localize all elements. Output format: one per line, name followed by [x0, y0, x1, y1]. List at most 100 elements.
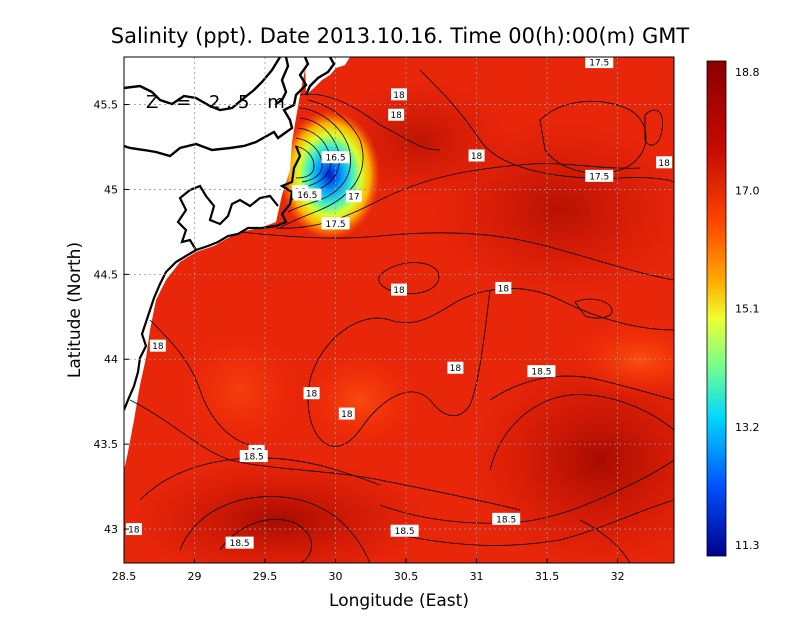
contour-line	[129, 399, 521, 511]
contour-label: 18.5	[492, 512, 521, 525]
salinity-patch	[300, 350, 420, 450]
x-tick-label: 31.5	[535, 570, 560, 583]
contour-label-box	[303, 387, 320, 400]
contour-label: 16.5	[321, 151, 350, 164]
contour-label: 17	[345, 190, 362, 203]
colorbar	[706, 60, 727, 557]
colorbar-tick-label: 17.0	[735, 184, 760, 197]
contour-label-text: 18	[390, 111, 402, 121]
salinity-patch	[130, 460, 430, 563]
contour-line	[579, 519, 631, 563]
y-tick-label: 43	[104, 523, 118, 536]
salinity-patch	[570, 320, 674, 400]
contour-label: 17.5	[321, 217, 350, 230]
x-tick-label: 30.5	[394, 570, 419, 583]
contour-label-text: 18	[658, 159, 670, 169]
contour-label: 18	[125, 523, 142, 536]
coastline	[304, 57, 336, 96]
contour-label-text: 18.5	[531, 368, 551, 378]
contour-line	[287, 107, 351, 213]
contour-label: 18	[338, 407, 355, 420]
y-tick-label: 43.5	[94, 438, 119, 451]
contour-line	[279, 99, 364, 229]
contour-label-box	[585, 169, 614, 182]
grid-lines	[124, 57, 674, 563]
salinity-patch	[470, 350, 674, 563]
contour-line	[489, 375, 674, 401]
contour-labels: 1817.5181816.517.5161717.5181818181818.5…	[125, 56, 673, 549]
contour-label-box	[585, 56, 614, 69]
x-axis-label: Longitude (East)	[329, 591, 469, 611]
contour-label-text: 18	[393, 91, 405, 101]
contour-label: 17.5	[585, 56, 614, 69]
contour-label: 18	[391, 88, 407, 101]
contour-label-box	[321, 217, 350, 230]
contour-label-text: 17.5	[326, 220, 346, 230]
contour-label: 18	[447, 361, 464, 374]
plot-frame	[123, 56, 675, 564]
contour-label-box	[495, 281, 512, 294]
contour-label-text: 17.5	[589, 59, 609, 69]
x-tick-label: 29	[188, 570, 202, 583]
contour-label: 18.5	[225, 536, 254, 549]
contour-label-box	[293, 188, 322, 201]
contour-label-text: 17.5	[589, 172, 609, 182]
contour-label-box	[492, 512, 521, 525]
contour-label: 18	[149, 339, 166, 352]
contour-label-box	[239, 450, 268, 463]
x-tick-label: 28.5	[112, 570, 137, 583]
contour-line	[239, 231, 674, 281]
contour-label-box	[391, 88, 407, 101]
land-area	[124, 57, 305, 470]
contour-label: 18.5	[390, 524, 419, 537]
contour-line	[644, 109, 663, 146]
x-tick-label: 30	[329, 570, 343, 583]
contour-label-box	[338, 407, 355, 420]
contour-label-text: 18	[393, 286, 405, 296]
y-tick-label: 44	[104, 353, 118, 366]
contour-line	[149, 319, 251, 446]
coastline	[124, 249, 197, 411]
contour-label: 16.5	[293, 188, 322, 201]
contour-label-box	[390, 524, 419, 537]
contour-label-box	[149, 339, 166, 352]
contour-label: 18	[495, 281, 512, 294]
depth-label: Z = 2.5 m	[146, 92, 291, 113]
contour-line	[419, 69, 674, 183]
colorbar-tick-label: 13.2	[735, 421, 760, 434]
contour-line	[574, 298, 613, 319]
colorbar-tick-label: 11.3	[735, 539, 760, 552]
contour-line	[299, 93, 441, 151]
salinity-field	[124, 57, 674, 563]
contour-label: 18.5	[239, 450, 268, 463]
contour-label-text: 18.5	[230, 539, 250, 549]
contour-line	[179, 496, 371, 563]
x-axis-ticks: 28.5 29 29.5 30 30.5 31 31.5 32	[112, 558, 625, 583]
contour-label-text: 18	[152, 342, 164, 352]
y-tick-label: 45.5	[94, 99, 119, 112]
contour-label-text: 18.5	[244, 453, 264, 463]
colorbar-tick-label: 15.1	[735, 303, 760, 316]
contour-label-box	[321, 151, 350, 164]
salinity-patch	[180, 330, 300, 450]
contour-label: 17.5	[585, 169, 614, 182]
contour-label-text: 18	[450, 364, 462, 374]
contour-label-text: 18.5	[496, 515, 516, 525]
contour-label-text: 17	[348, 193, 359, 203]
contour-label: 18	[391, 283, 407, 296]
contour-label: 18	[303, 387, 320, 400]
contour-label-box	[345, 190, 362, 203]
coastline	[176, 145, 302, 252]
contour-label-text: 16.5	[297, 191, 317, 201]
chart-title: Salinity (ppt). Date 2013.10.16. Time 00…	[111, 24, 690, 48]
contour-line	[378, 262, 440, 295]
contour-label-box	[527, 365, 556, 378]
contour-label-text: 18	[341, 410, 353, 420]
contour-label-box	[468, 149, 485, 162]
contour-line	[379, 459, 674, 524]
y-tick-label: 45	[104, 183, 118, 196]
contour-label-box	[391, 283, 407, 296]
river-plume	[280, 110, 380, 240]
